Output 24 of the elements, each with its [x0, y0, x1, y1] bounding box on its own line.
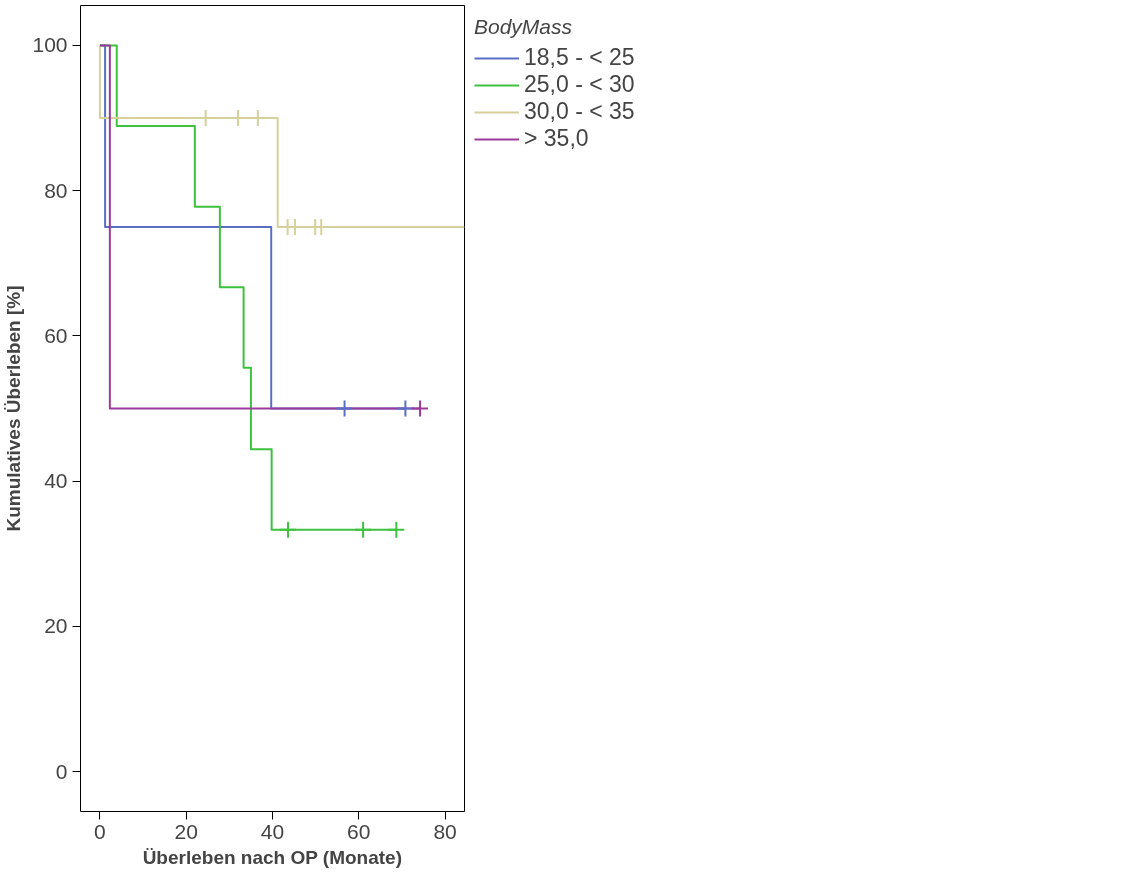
x-axis-title: Überleben nach OP (Monate) [142, 846, 403, 868]
y-tick-label: 60 [44, 323, 68, 347]
y-tick-label: 20 [44, 614, 68, 638]
x-tick-label: 80 [433, 819, 457, 843]
y-tick-label: 100 [32, 33, 68, 57]
x-tick-label: 0 [94, 819, 106, 843]
point [335, 399, 354, 418]
y-tick-label: 0 [55, 759, 68, 783]
point [279, 520, 298, 539]
y-tick-label: 80 [44, 178, 68, 202]
legend-label: 25,0 - < 30 [524, 71, 635, 98]
y-axis-title: Kumulatives Überleben [%] [3, 285, 25, 532]
point [396, 399, 415, 418]
legend-label: 18,5 - < 25 [524, 44, 635, 71]
y-tick-label: 40 [44, 469, 68, 493]
point [354, 520, 373, 539]
x-tick-label: 60 [347, 819, 371, 843]
x-tick-label: 20 [174, 819, 198, 843]
legend-title: BodyMass [474, 15, 574, 39]
x-tick-label: 40 [260, 819, 285, 843]
legend-label: > 35,0 [524, 125, 589, 152]
point [387, 520, 406, 539]
point [411, 399, 430, 418]
legend-label: 30,0 - < 35 [524, 98, 635, 125]
